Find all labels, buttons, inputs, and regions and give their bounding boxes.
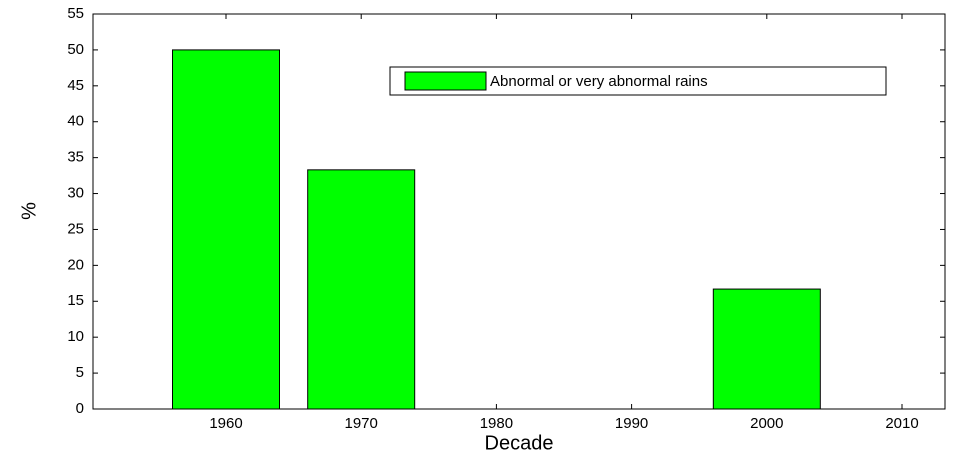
y-tick-label: 15 <box>67 292 84 309</box>
y-tick-label: 25 <box>67 220 84 237</box>
y-tick-label: 45 <box>67 77 84 94</box>
y-tick-label: 35 <box>67 149 84 166</box>
x-tick-label: 2000 <box>750 415 783 432</box>
y-tick-label: 5 <box>76 364 84 381</box>
y-tick-label: 55 <box>67 5 84 22</box>
y-tick-label: 20 <box>67 256 84 273</box>
x-tick-label: 1990 <box>615 415 648 432</box>
y-tick-label: 0 <box>76 400 84 417</box>
bar <box>307 169 416 410</box>
y-tick-label: 50 <box>67 41 84 58</box>
x-tick-label: 1970 <box>345 415 378 432</box>
x-tick-label: 1980 <box>480 415 513 432</box>
x-tick-label: 1960 <box>209 415 242 432</box>
y-tick-label: 40 <box>67 113 84 130</box>
x-tick-label: 2010 <box>885 415 918 432</box>
y-axis-title: % <box>18 202 40 220</box>
legend-label: Abnormal or very abnormal rains <box>490 73 708 90</box>
bar <box>172 49 280 410</box>
y-tick-label: 10 <box>67 328 84 345</box>
plot-frame <box>92 13 946 410</box>
y-tick-label: 30 <box>67 185 84 202</box>
legend-swatch <box>404 71 487 91</box>
bar <box>712 288 821 410</box>
x-axis-title: Decade <box>485 432 554 454</box>
